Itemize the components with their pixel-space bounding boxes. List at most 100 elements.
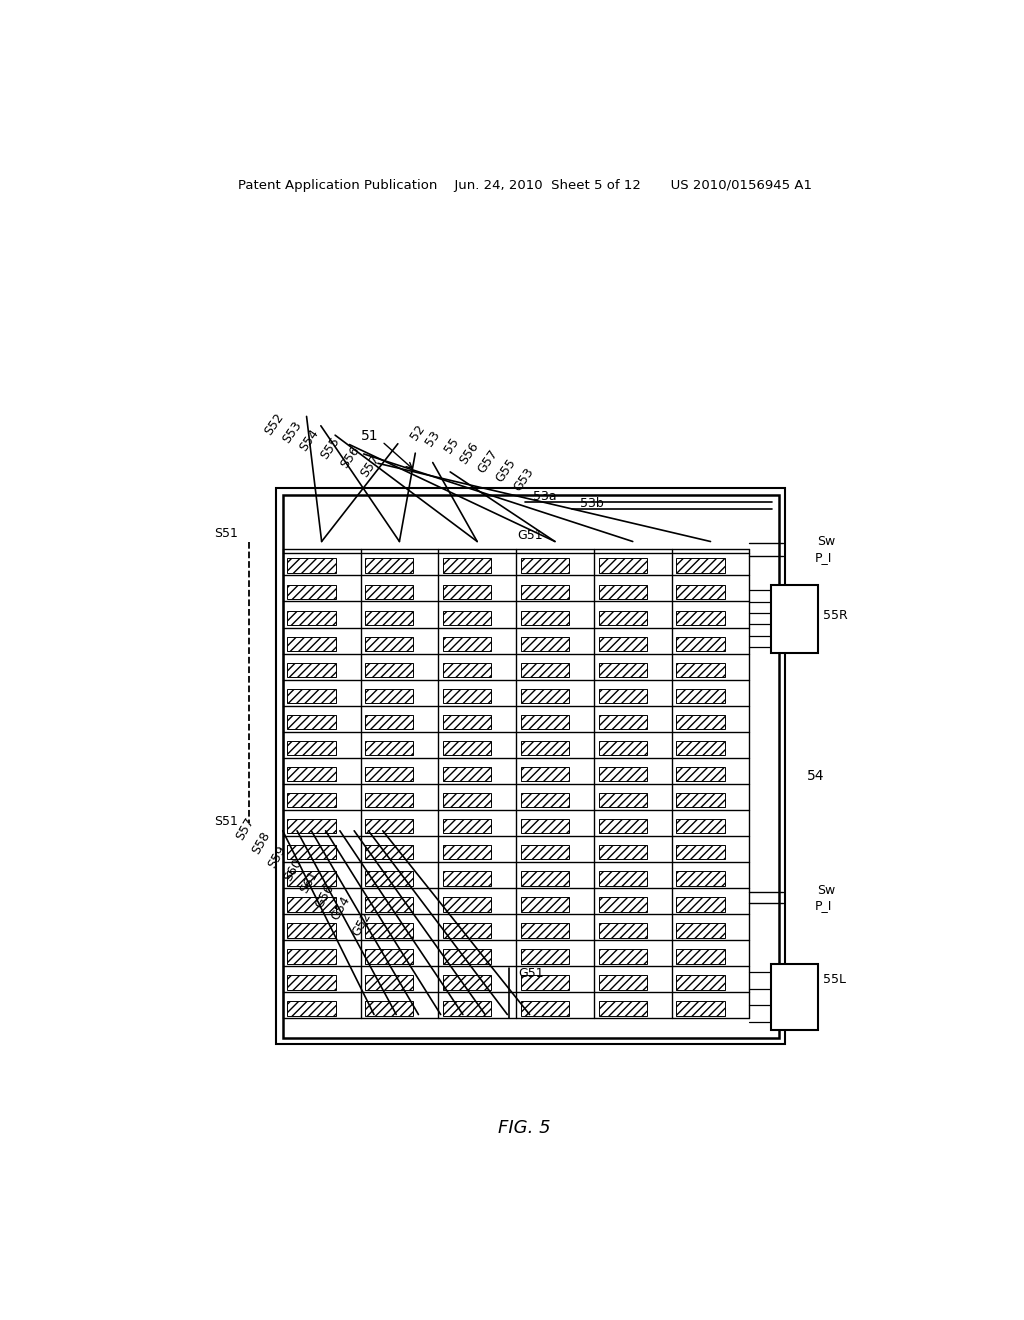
Bar — [676, 793, 725, 808]
Bar — [288, 689, 336, 704]
Text: Patent Application Publication    Jun. 24, 2010  Sheet 5 of 12       US 2010/015: Patent Application Publication Jun. 24, … — [238, 180, 812, 193]
Text: S54: S54 — [297, 426, 322, 453]
Text: S51: S51 — [214, 814, 238, 828]
Bar — [521, 898, 569, 912]
Bar — [676, 558, 725, 573]
Text: Sw: Sw — [817, 535, 836, 548]
Text: 51: 51 — [361, 429, 379, 444]
Bar — [676, 1002, 725, 1016]
Bar — [288, 923, 336, 937]
Bar — [288, 767, 336, 781]
Bar — [366, 923, 414, 937]
Text: G55: G55 — [494, 457, 518, 484]
Bar — [521, 845, 569, 859]
Bar — [288, 636, 336, 651]
Bar — [366, 585, 414, 599]
Bar — [366, 558, 414, 573]
Bar — [521, 818, 569, 833]
Text: G51: G51 — [518, 966, 544, 979]
Text: 55: 55 — [441, 436, 461, 455]
Bar — [443, 949, 492, 964]
Bar — [288, 845, 336, 859]
Bar — [443, 715, 492, 729]
Bar — [366, 845, 414, 859]
Text: 52: 52 — [408, 422, 427, 442]
Bar — [366, 611, 414, 624]
Text: G56: G56 — [312, 882, 337, 909]
Bar — [443, 793, 492, 808]
Text: S51: S51 — [214, 527, 238, 540]
Text: S57: S57 — [233, 816, 257, 843]
Bar — [598, 793, 647, 808]
Text: P_I: P_I — [814, 899, 831, 912]
Bar — [366, 818, 414, 833]
Bar — [598, 585, 647, 599]
Bar — [366, 898, 414, 912]
Text: 53: 53 — [423, 428, 443, 449]
Bar — [676, 949, 725, 964]
Bar — [771, 964, 818, 1030]
Bar — [443, 663, 492, 677]
Bar — [676, 636, 725, 651]
Text: P_I: P_I — [814, 552, 831, 565]
Bar — [366, 975, 414, 990]
Bar — [276, 488, 785, 1044]
Text: 54: 54 — [807, 770, 824, 783]
Text: S61: S61 — [298, 869, 321, 896]
Bar — [521, 689, 569, 704]
Bar — [521, 663, 569, 677]
Text: Sw: Sw — [817, 884, 836, 898]
Bar — [598, 767, 647, 781]
Bar — [443, 689, 492, 704]
Text: S55: S55 — [317, 434, 342, 461]
Bar — [598, 923, 647, 937]
Text: S56: S56 — [338, 444, 362, 470]
Bar — [598, 611, 647, 624]
Bar — [521, 558, 569, 573]
Bar — [598, 975, 647, 990]
Text: G51: G51 — [517, 529, 543, 541]
Bar — [288, 715, 336, 729]
Bar — [443, 898, 492, 912]
Text: S52: S52 — [262, 411, 287, 438]
Bar — [598, 636, 647, 651]
Bar — [443, 585, 492, 599]
Bar — [676, 923, 725, 937]
Bar — [443, 741, 492, 755]
Bar — [366, 636, 414, 651]
Bar — [676, 975, 725, 990]
Bar — [443, 845, 492, 859]
Bar — [288, 1002, 336, 1016]
Bar — [598, 845, 647, 859]
Bar — [521, 793, 569, 808]
Bar — [288, 741, 336, 755]
Bar — [443, 636, 492, 651]
Bar — [288, 898, 336, 912]
Bar — [521, 611, 569, 624]
Bar — [598, 663, 647, 677]
Bar — [598, 898, 647, 912]
Bar — [288, 818, 336, 833]
Bar — [676, 715, 725, 729]
Bar — [676, 663, 725, 677]
Bar — [443, 767, 492, 781]
Bar — [521, 585, 569, 599]
Bar — [443, 975, 492, 990]
Bar — [676, 898, 725, 912]
Text: S58: S58 — [249, 830, 272, 857]
Bar — [521, 767, 569, 781]
Bar — [366, 663, 414, 677]
Bar — [288, 558, 336, 573]
Bar — [598, 818, 647, 833]
Bar — [771, 585, 818, 652]
Text: S53: S53 — [280, 418, 304, 446]
Text: 55R: 55R — [823, 610, 848, 622]
Bar — [521, 923, 569, 937]
Text: S59: S59 — [265, 843, 289, 870]
Bar — [598, 1002, 647, 1016]
Bar — [676, 585, 725, 599]
Bar — [521, 741, 569, 755]
Bar — [288, 871, 336, 886]
Bar — [598, 689, 647, 704]
Bar — [443, 1002, 492, 1016]
